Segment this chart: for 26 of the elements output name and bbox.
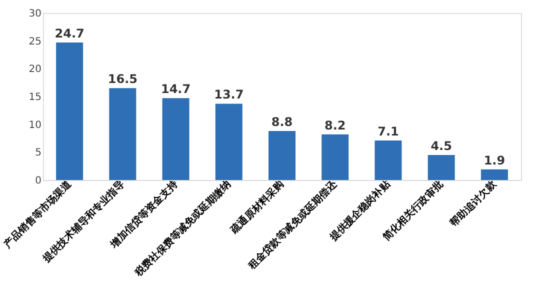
- bar: [480, 169, 508, 180]
- bar: [322, 134, 349, 180]
- y-tick-label: 20: [28, 64, 42, 76]
- bar: [162, 98, 190, 180]
- data-label: 13.7: [214, 88, 244, 102]
- bar: [428, 154, 455, 180]
- y-tick-label: 10: [28, 120, 42, 131]
- x-tick-label: 帮助追讨欠款: [447, 178, 500, 230]
- data-label: 1.9: [484, 153, 506, 168]
- y-tick-label: 30: [28, 8, 42, 20]
- data-label: 8.2: [324, 118, 346, 132]
- bar: [56, 42, 84, 180]
- y-tick-label: 15: [28, 92, 42, 103]
- y-tick-label: 5: [35, 148, 42, 159]
- data-label: 24.7: [54, 26, 84, 41]
- data-label: 4.5: [430, 138, 452, 153]
- data-label: 16.5: [108, 72, 138, 86]
- data-label: 14.7: [160, 82, 191, 96]
- bar: [215, 104, 242, 180]
- bar: [268, 131, 296, 180]
- y-tick-label: 25: [28, 36, 42, 48]
- bar: [109, 88, 136, 180]
- bar: [374, 140, 402, 180]
- y-tick-label: 0: [35, 176, 42, 186]
- data-label: 7.1: [378, 124, 399, 138]
- data-label: 8.8: [271, 115, 293, 130]
